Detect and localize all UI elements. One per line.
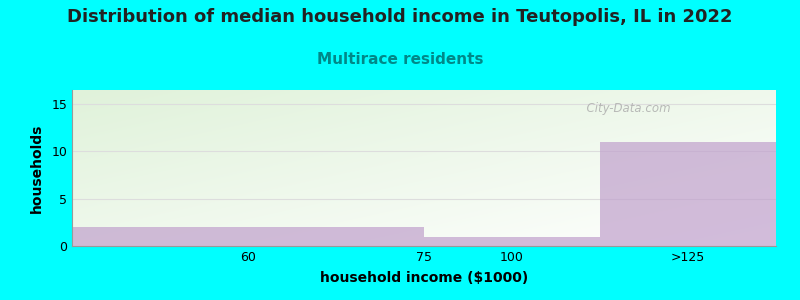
X-axis label: household income ($1000): household income ($1000) [320,271,528,285]
Text: Distribution of median household income in Teutopolis, IL in 2022: Distribution of median household income … [67,8,733,26]
Bar [424,236,600,246]
Text: City-Data.com: City-Data.com [579,103,670,116]
Y-axis label: households: households [30,123,44,213]
Text: Multirace residents: Multirace residents [317,52,483,68]
Bar [72,227,424,246]
Bar [600,142,776,246]
